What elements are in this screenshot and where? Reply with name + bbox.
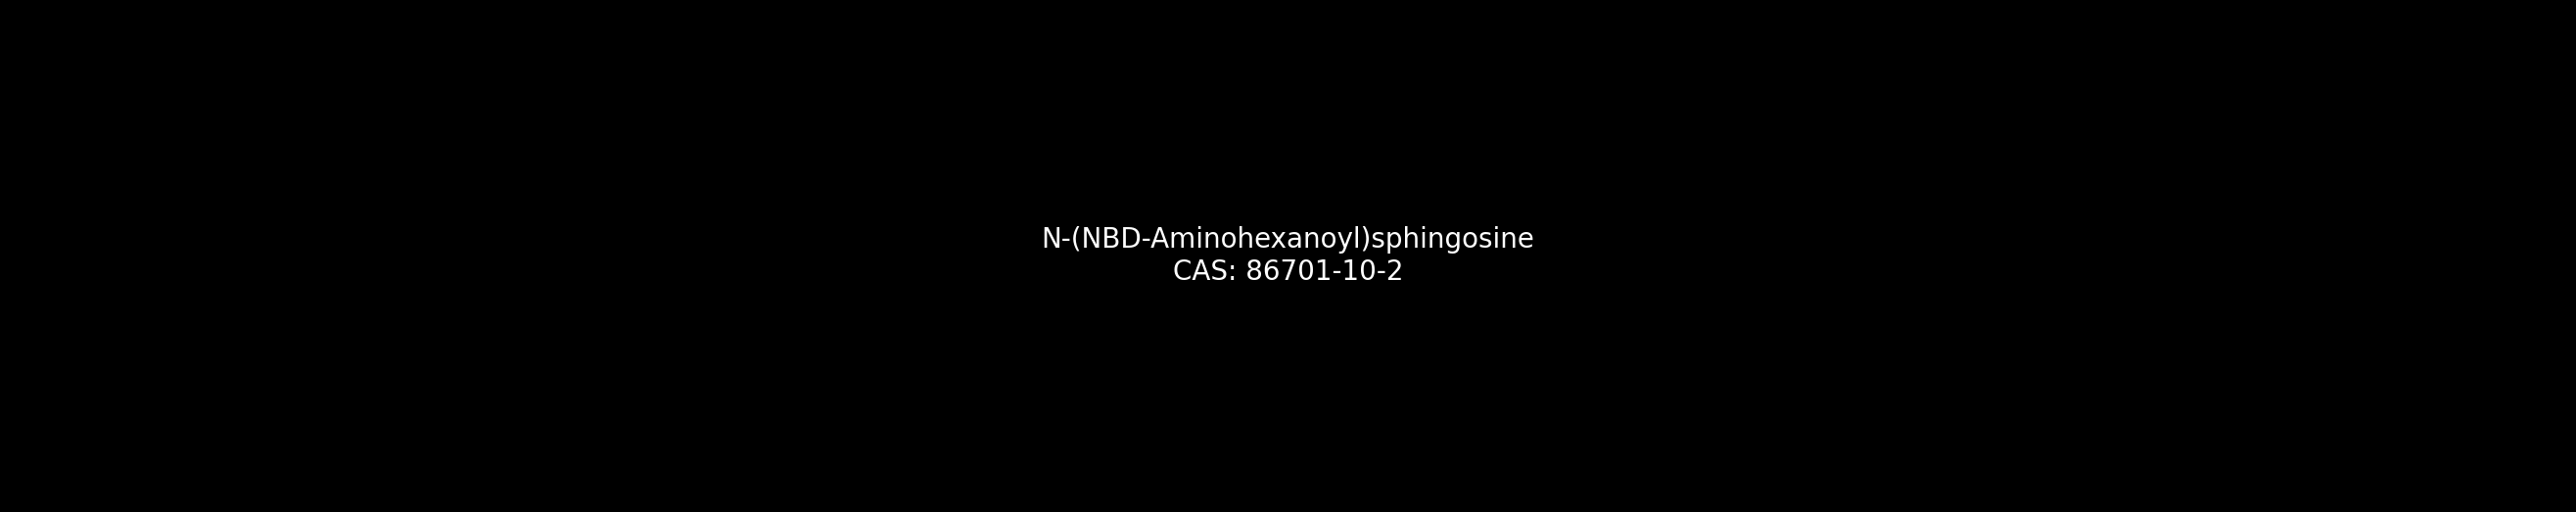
Text: N-(NBD-Aminohexanoyl)sphingosine
CAS: 86701-10-2: N-(NBD-Aminohexanoyl)sphingosine CAS: 86… (1041, 226, 1535, 286)
